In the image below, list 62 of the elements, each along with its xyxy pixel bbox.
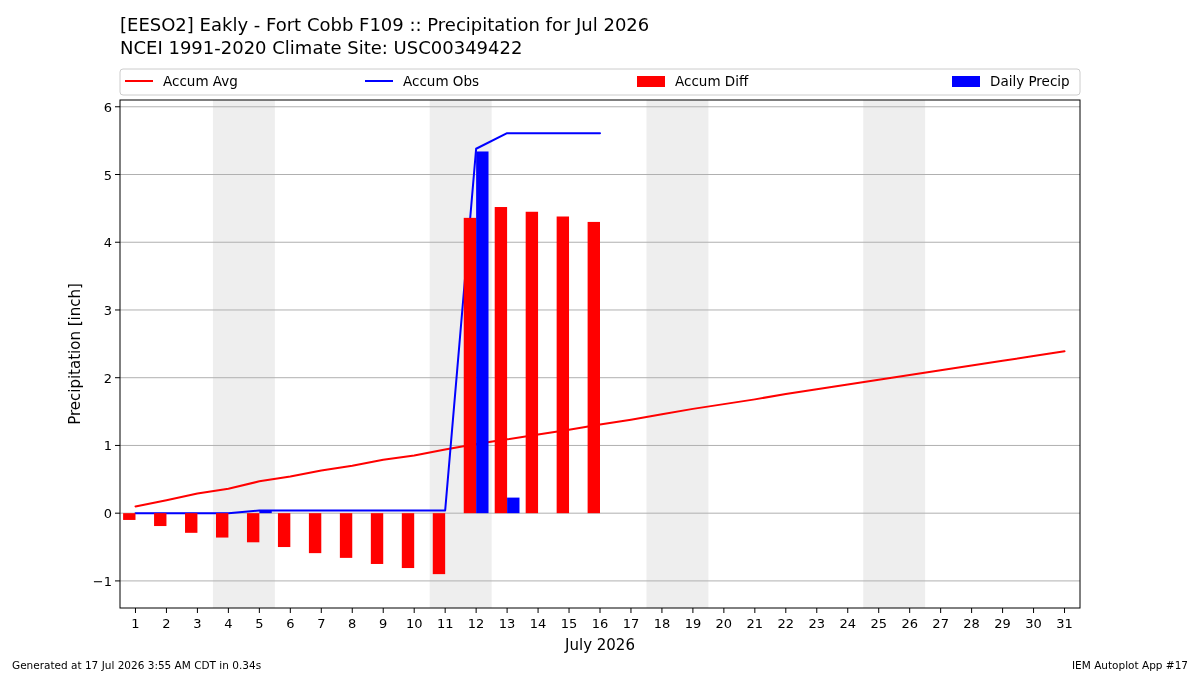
y-tick-label: 2 (103, 370, 112, 386)
y-tick-label: 5 (103, 167, 112, 183)
x-tick-label: 12 (467, 616, 485, 631)
x-tick-label: 18 (653, 616, 671, 631)
bar (401, 513, 415, 569)
legend-label: Accum Diff (675, 73, 749, 89)
bar (216, 513, 229, 538)
x-tick-label: 28 (963, 616, 980, 631)
x-tick-label: 31 (1056, 616, 1073, 631)
x-tick-label: 6 (286, 616, 295, 631)
bar (185, 513, 198, 533)
legend-label: Accum Obs (403, 73, 480, 89)
bar (432, 513, 446, 575)
x-tick-label: 9 (379, 616, 388, 631)
x-tick-label: 10 (405, 616, 423, 631)
bar (123, 513, 136, 520)
x-tick-label: 30 (1025, 616, 1042, 631)
x-tick-label: 2 (162, 616, 171, 631)
legend-label: Daily Precip (990, 73, 1070, 89)
x-tick-label: 13 (498, 616, 516, 631)
x-tick-label: 11 (436, 616, 454, 631)
y-tick-label: 1 (103, 438, 112, 454)
x-tick-label: 23 (808, 616, 826, 631)
bar (507, 497, 520, 514)
x-tick-label: 16 (591, 616, 609, 631)
x-tick-label: 24 (839, 616, 857, 631)
x-tick-label: 3 (193, 616, 202, 631)
x-tick-label: 21 (746, 616, 764, 631)
bar (277, 513, 291, 548)
x-tick-label: 7 (317, 616, 326, 631)
y-axis-title: Precipitation [inch] (66, 283, 84, 425)
x-tick-label: 29 (994, 616, 1011, 631)
bar (339, 513, 353, 558)
bar (308, 513, 322, 554)
x-tick-label: 8 (348, 616, 357, 631)
bar (246, 513, 260, 543)
chart-subtitle: NCEI 1991-2020 Climate Site: USC00349422 (120, 37, 523, 58)
x-tick-label: 22 (777, 616, 795, 631)
y-tick-label: 4 (103, 235, 112, 251)
x-tick-label: 19 (684, 616, 702, 631)
text: Generated at 17 Jul 2026 3:55 AM CDT in 0.34s (12, 659, 262, 671)
x-tick-label: 25 (870, 616, 887, 631)
line-series (134, 132, 601, 515)
bar (370, 513, 384, 564)
x-tick-label: 5 (255, 616, 264, 631)
chart-title: [EESO2] Eakly - Fort Cobb F109 :: Precipitation for Jul 2026 (120, 14, 650, 35)
legend-label: Accum Avg (163, 73, 238, 89)
y-tick-label: 3 (103, 302, 112, 318)
x-tick-label: 20 (715, 616, 733, 631)
x-tick-label: 1 (131, 616, 140, 631)
y-tick-label: 6 (103, 99, 112, 115)
y-tick-label: −1 (92, 573, 112, 589)
x-tick-label: 15 (560, 616, 578, 631)
bar (154, 513, 167, 527)
x-tick-label: 14 (529, 616, 547, 631)
x-tick-label: 4 (224, 616, 233, 631)
x-tick-label: 26 (901, 616, 918, 631)
x-tick-label: 27 (932, 616, 949, 631)
text: IEM Autoplot App #17 (1072, 659, 1188, 671)
y-tick-label: 0 (103, 506, 112, 522)
x-tick-label: 17 (622, 616, 640, 631)
x-axis-title: July 2026 (564, 636, 635, 654)
